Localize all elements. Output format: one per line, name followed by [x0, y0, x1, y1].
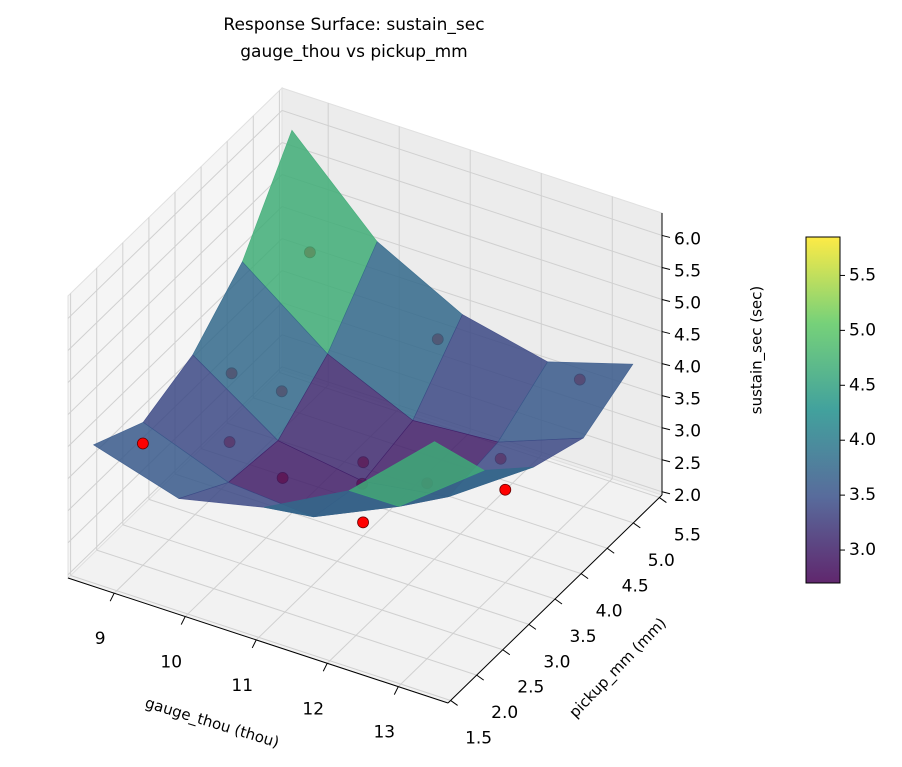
colorbar	[805, 236, 841, 584]
x-tick	[251, 639, 257, 649]
x-tick-label: 12	[302, 699, 324, 719]
x-tick-label: 9	[95, 629, 106, 649]
y-tick-label: 4.0	[596, 602, 623, 622]
grid-line	[67, 174, 283, 383]
x-tick-label: 13	[373, 723, 395, 743]
z-tick-label: 3.5	[674, 390, 701, 410]
z-tick	[661, 234, 671, 238]
x-tick-label: 11	[231, 676, 253, 696]
y-tick-label: 3.0	[543, 652, 570, 672]
y-tick	[528, 623, 537, 630]
grid-line	[281, 142, 663, 268]
x-tick-label: 10	[160, 653, 182, 673]
z-tick-label: 2.0	[674, 486, 701, 506]
z-tick-label: 5.0	[674, 294, 701, 314]
y-tick	[633, 522, 641, 529]
grid-line	[67, 110, 283, 319]
z-tick	[661, 395, 671, 399]
colorbar-tick-label: 4.5	[849, 375, 876, 395]
z-tick-label: 2.5	[674, 454, 701, 474]
y-tick	[450, 700, 458, 706]
grid-line	[281, 109, 663, 236]
colorbar-tick-label: 5.0	[849, 320, 876, 340]
grid-line	[67, 142, 283, 351]
data-point	[136, 437, 149, 450]
x-tick	[322, 663, 328, 672]
grid-line	[67, 206, 283, 415]
grid-line	[70, 574, 451, 701]
z-tick	[661, 427, 671, 431]
z-tick-label: 6.0	[674, 229, 701, 249]
chart-subtitle: gauge_thou vs pickup_mm	[240, 42, 467, 62]
x-axis-label: gauge_thou (thou)	[143, 694, 282, 753]
z-tick	[661, 459, 671, 463]
z-tick	[661, 363, 671, 367]
z-tick-label: 4.5	[674, 326, 701, 346]
grid-line	[122, 524, 503, 651]
y-tick-label: 2.0	[491, 703, 518, 723]
colorbar-tick-label: 4.0	[849, 430, 876, 450]
grid-line	[281, 174, 663, 300]
chart-title: Response Surface: sustain_sec	[223, 15, 484, 35]
data-point	[499, 483, 512, 496]
y-tick	[580, 573, 589, 580]
y-tick	[659, 497, 667, 503]
y-tick-label: 4.5	[622, 576, 649, 596]
y-tick	[606, 547, 615, 554]
z-axis-label: sustain_sec (sec)	[748, 286, 767, 414]
y-tick	[554, 598, 563, 605]
x-tick	[109, 592, 115, 602]
x-tick	[393, 686, 399, 695]
x-tick	[180, 616, 186, 625]
y-tick-label: 2.5	[517, 678, 544, 698]
z-tick-label: 3.0	[674, 422, 701, 442]
y-tick-label: 3.5	[569, 627, 596, 647]
y-tick-label: 1.5	[465, 728, 492, 748]
y-axis	[447, 494, 663, 704]
z-tick	[661, 491, 671, 495]
data-point	[357, 516, 369, 529]
grid-line	[96, 549, 477, 676]
y-tick	[476, 674, 484, 681]
y-tick-label: 5.5	[674, 526, 701, 546]
z-tick	[661, 299, 671, 303]
z-tick	[661, 266, 671, 270]
x-axis	[67, 577, 449, 704]
colorbar-tick-label: 3.0	[849, 540, 876, 560]
grid-line	[148, 498, 530, 625]
y-tick-label: 5.0	[648, 551, 675, 571]
colorbar-tick-label: 5.5	[849, 265, 876, 285]
y-tick	[502, 649, 511, 656]
z-tick-label: 5.5	[674, 261, 701, 281]
colorbar-tick-label: 3.5	[849, 485, 876, 505]
surface-patch	[348, 441, 485, 507]
z-tick-label: 4.0	[674, 358, 701, 378]
z-tick	[661, 331, 671, 335]
